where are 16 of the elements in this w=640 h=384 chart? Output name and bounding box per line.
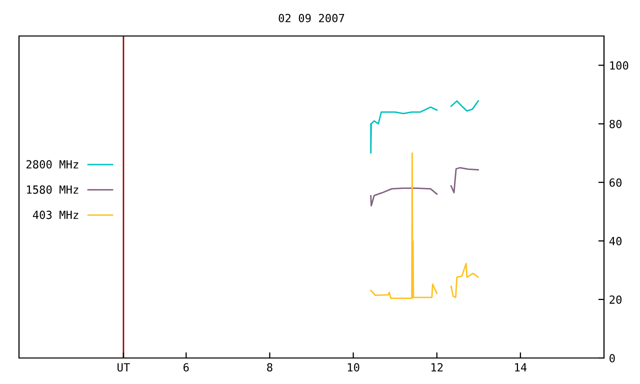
y-tick-label: 40 (609, 236, 622, 246)
x-tick-label: 6 (184, 363, 189, 372)
legend-label: 2800 MHz (26, 160, 78, 169)
x-tick-label: 14 (515, 363, 527, 372)
y-tick-label: 20 (610, 295, 622, 304)
y-tick-label: 0 (610, 354, 615, 362)
x-tick-label: 10 (348, 363, 360, 372)
x-tick-label: 12 (432, 363, 443, 372)
legend-label: 403 MHz (32, 210, 78, 220)
chart-title: 02 09 2007 (278, 14, 344, 22)
y-tick-label: 80 (610, 120, 622, 128)
legend-label: 1580 MHz (27, 185, 78, 194)
y-tick-label: 100 (610, 61, 628, 70)
x-tick-label: UT (118, 363, 130, 372)
x-tick-label: 8 (267, 363, 272, 372)
y-tick-label: 60 (610, 178, 622, 187)
